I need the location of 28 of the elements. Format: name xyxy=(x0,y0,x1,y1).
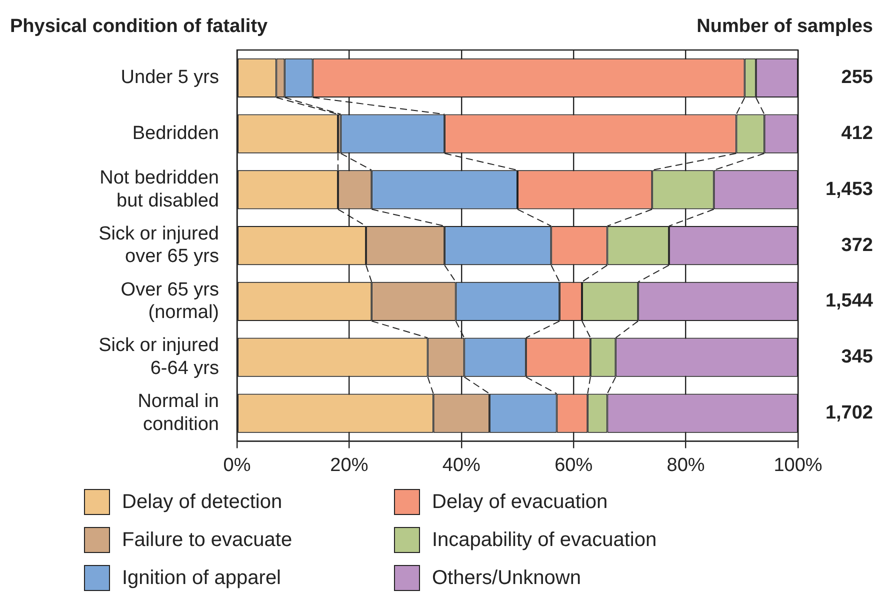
y-tick-label: Normal in condition xyxy=(138,391,219,435)
legend-label: Failure to evacuate xyxy=(122,528,292,552)
legend-label: Delay of detection xyxy=(122,490,282,514)
y-tick-label: Over 65 yrs (normal) xyxy=(120,279,219,324)
x-tick-label: 100% xyxy=(774,454,822,476)
x-tick-label: 60% xyxy=(554,454,593,476)
y-tick-label: Under 5 yrs xyxy=(120,67,219,88)
text: 1,702 xyxy=(825,402,873,424)
text: 372 xyxy=(841,234,873,256)
text: 345 xyxy=(841,346,874,368)
text: 1,453 xyxy=(825,178,873,200)
text: 412 xyxy=(841,123,873,144)
y-tick-label: Not bedridden but disabled xyxy=(100,168,219,212)
legend-label: Others/Unknown xyxy=(432,566,581,590)
legend-label: Incapability of evacuation xyxy=(432,528,657,552)
text: 255 xyxy=(841,67,874,88)
y-tick-label: Sick or injured over 65 yrs xyxy=(98,223,219,268)
legend-label: Ignition of apparel xyxy=(122,566,282,590)
y-axis-title: Physical condition of fatality xyxy=(10,16,268,37)
y-tick-label: Bedridden xyxy=(132,123,219,144)
legend-label: Delay of evacuation xyxy=(432,490,608,514)
x-tick-label: 40% xyxy=(442,454,481,476)
text: Number of samples xyxy=(696,16,873,37)
text: 1,544 xyxy=(825,290,874,312)
x-tick-label: 20% xyxy=(330,454,368,476)
x-tick-label: 80% xyxy=(666,454,705,476)
y-tick-label: Sick or injured 6-64 yrs xyxy=(98,335,219,380)
x-tick-label: 0% xyxy=(223,454,251,476)
